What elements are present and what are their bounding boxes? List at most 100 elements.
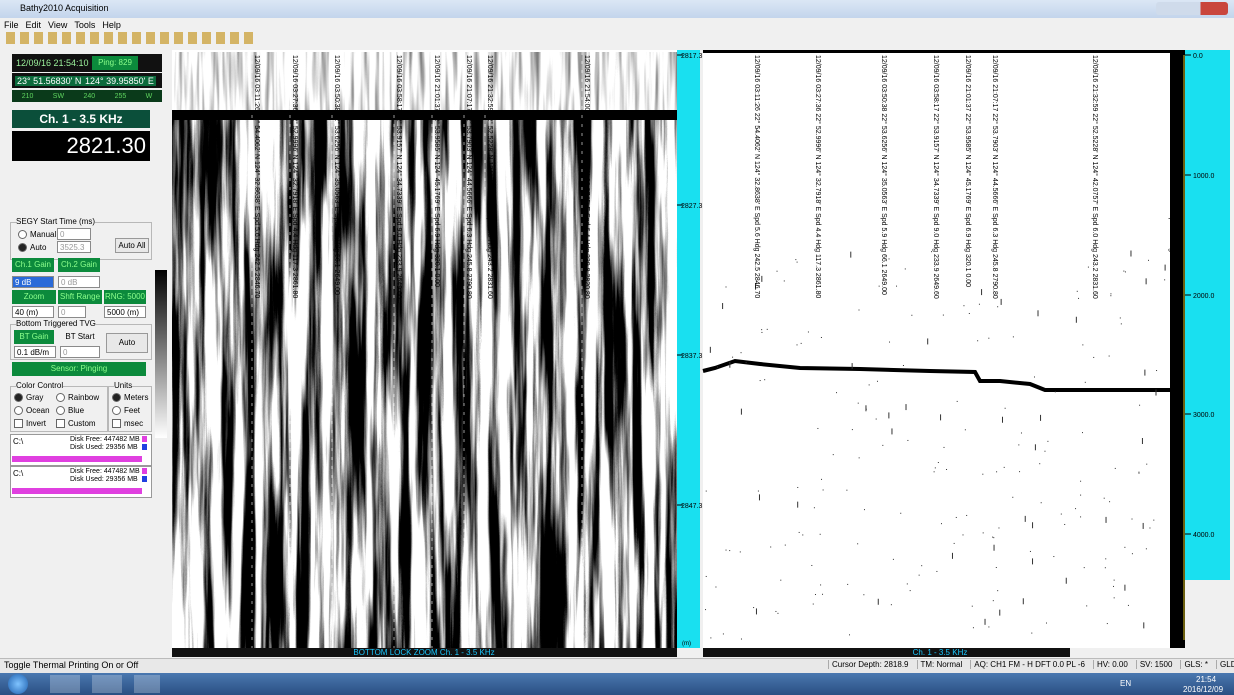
speck — [889, 258, 890, 259]
event-mark: 12/09/16 03:50:38 22° 53.6256' N 124° 35… — [333, 55, 341, 295]
speck — [1105, 567, 1106, 568]
speck — [891, 428, 892, 434]
speck — [850, 252, 851, 258]
speck — [758, 491, 759, 492]
speck — [797, 262, 798, 263]
depth-unit: (m) — [682, 641, 691, 647]
event-mark: 12/09/16 03:58:17 22° 53.9157' N 124° 34… — [395, 55, 403, 299]
speck — [882, 445, 883, 446]
label: Gray — [26, 393, 43, 402]
speck — [753, 607, 754, 608]
speck — [820, 584, 821, 585]
speck — [994, 545, 995, 551]
speck — [965, 429, 966, 430]
speck — [1153, 520, 1154, 521]
speck — [983, 532, 984, 533]
speck — [919, 575, 920, 576]
speck — [1044, 451, 1045, 452]
taskbar-apps[interactable] — [50, 675, 160, 693]
unit-option[interactable]: msec — [112, 419, 143, 428]
speck — [706, 576, 707, 577]
speck — [705, 609, 706, 610]
speck — [1041, 502, 1042, 503]
speck — [985, 619, 986, 625]
start-button[interactable] — [8, 674, 28, 694]
speck — [1132, 553, 1133, 554]
language[interactable]: EN — [1120, 679, 1131, 688]
speck — [1031, 633, 1032, 634]
speck — [1035, 444, 1036, 450]
speck — [1105, 558, 1106, 559]
speck — [815, 594, 816, 595]
event-mark: 12/09/16 03:11:26 22° 54.4062' N 124° 32… — [753, 55, 761, 298]
speck — [963, 305, 964, 306]
speck — [891, 604, 892, 605]
speck — [1110, 295, 1111, 296]
speck — [910, 590, 911, 591]
speck — [822, 594, 823, 595]
color-option[interactable]: Rainbow — [56, 393, 99, 402]
color-option[interactable]: Blue — [56, 406, 84, 415]
speck — [1047, 441, 1048, 442]
color-option[interactable]: Ocean — [14, 406, 50, 415]
speck — [1066, 578, 1067, 584]
speck — [799, 532, 800, 533]
status-field: HV: 0.00 — [1093, 660, 1128, 669]
speck — [1077, 291, 1078, 292]
speck — [966, 515, 967, 516]
speck — [907, 440, 908, 441]
speck — [869, 384, 870, 385]
bottom-lock-band — [172, 110, 677, 120]
speck — [852, 363, 853, 369]
speck — [1149, 527, 1150, 528]
speck — [1018, 444, 1019, 445]
speck — [797, 502, 798, 508]
speck — [1085, 382, 1086, 383]
color-option[interactable]: Custom — [56, 419, 96, 428]
speck — [1082, 344, 1083, 345]
speck — [846, 490, 847, 491]
speck — [1115, 468, 1116, 469]
speck — [821, 479, 822, 480]
status-field: GLD: * — [1216, 660, 1234, 669]
speck — [858, 403, 859, 404]
speck — [1148, 260, 1149, 261]
speck — [770, 546, 771, 547]
speck — [729, 550, 730, 551]
speck — [878, 599, 879, 605]
speck — [729, 362, 730, 368]
speck — [1120, 317, 1121, 318]
speck — [780, 580, 781, 581]
label: Custom — [68, 419, 96, 428]
event-mark: 12/09/16 03:58:17 22° 53.9157' N 124° 34… — [932, 55, 940, 299]
disk-drive: C:\ — [13, 469, 23, 478]
speck — [943, 315, 944, 316]
speck — [1155, 390, 1156, 396]
speck — [934, 471, 935, 472]
speck — [811, 565, 812, 566]
speck — [1109, 501, 1110, 502]
speck — [1032, 558, 1033, 564]
speck — [817, 428, 818, 429]
speck — [927, 338, 928, 344]
speck — [1109, 356, 1110, 357]
speck — [1142, 438, 1143, 444]
speck — [1021, 432, 1022, 433]
speck — [833, 454, 834, 455]
speck — [1046, 623, 1047, 624]
unit-option[interactable]: Meters — [112, 393, 148, 402]
speck — [1139, 405, 1140, 406]
speck — [847, 584, 848, 585]
speck — [1121, 323, 1122, 324]
depth-label: 2817.3 — [681, 53, 703, 60]
speck — [775, 611, 776, 612]
speck — [879, 286, 880, 287]
speck — [710, 347, 711, 353]
speck — [997, 306, 998, 307]
disk-free: Disk Free: 447482 MB — [70, 468, 140, 475]
color-option[interactable]: Invert — [14, 419, 46, 428]
speck — [1114, 597, 1115, 598]
unit-option[interactable]: Feet — [112, 406, 140, 415]
color-option[interactable]: Gray — [14, 393, 43, 402]
speck — [723, 633, 724, 634]
